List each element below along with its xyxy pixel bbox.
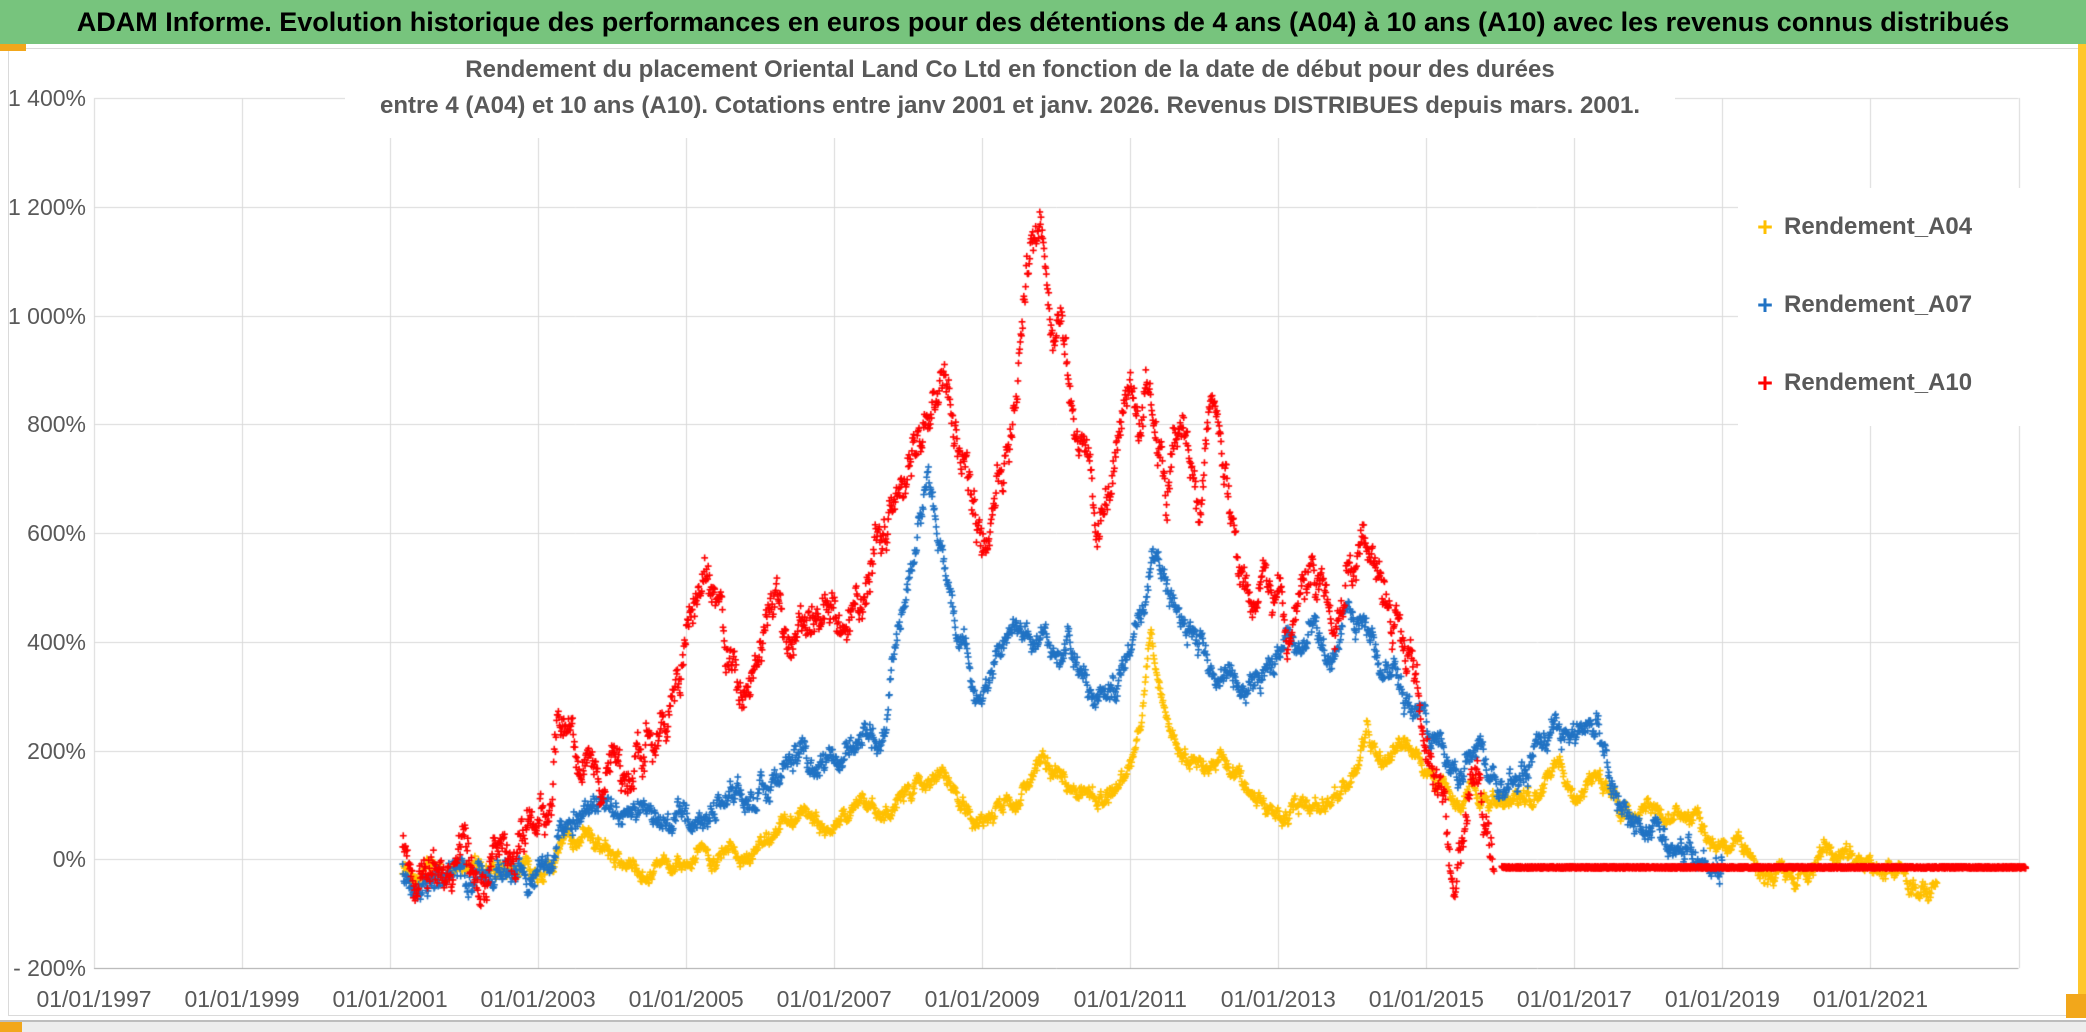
- cell-highlight-bottom-right: [2066, 994, 2086, 1018]
- chart-title-line1: Rendement du placement Oriental Land Co …: [465, 56, 1555, 83]
- chart-legend: + Rendement_A04 + Rendement_A07 + Rendem…: [1738, 188, 2034, 426]
- chart-title-line2: entre 4 (A04) et 10 ans (A10). Cotations…: [379, 92, 1641, 119]
- bottom-cell-strip: [0, 1022, 2086, 1032]
- plus-marker-icon: +: [1757, 289, 1773, 320]
- cell-highlight-top-left: [0, 40, 26, 51]
- legend-label: Rendement_A07: [1784, 291, 1973, 318]
- legend-item-rendement-a07[interactable]: + Rendement_A07: [1738, 266, 2034, 344]
- legend-label: Rendement_A04: [1784, 213, 1973, 240]
- banner-title-bar: ADAM Informe. Evolution historique des p…: [0, 0, 2086, 44]
- legend-item-rendement-a10[interactable]: + Rendement_A10: [1738, 344, 2034, 422]
- cell-highlight-right-edge: [2078, 0, 2086, 1016]
- legend-item-rendement-a04[interactable]: + Rendement_A04: [1738, 188, 2034, 266]
- plus-marker-icon: +: [1757, 367, 1773, 398]
- chart-title: Rendement du placement Oriental Land Co …: [345, 52, 1675, 138]
- row-divider-line: [0, 1020, 2086, 1022]
- banner-title-text: ADAM Informe. Evolution historique des p…: [76, 6, 2010, 37]
- plus-marker-icon: +: [1757, 211, 1773, 242]
- legend-label: Rendement_A10: [1784, 369, 1973, 396]
- cell-highlight-bottom-left: [0, 1022, 22, 1032]
